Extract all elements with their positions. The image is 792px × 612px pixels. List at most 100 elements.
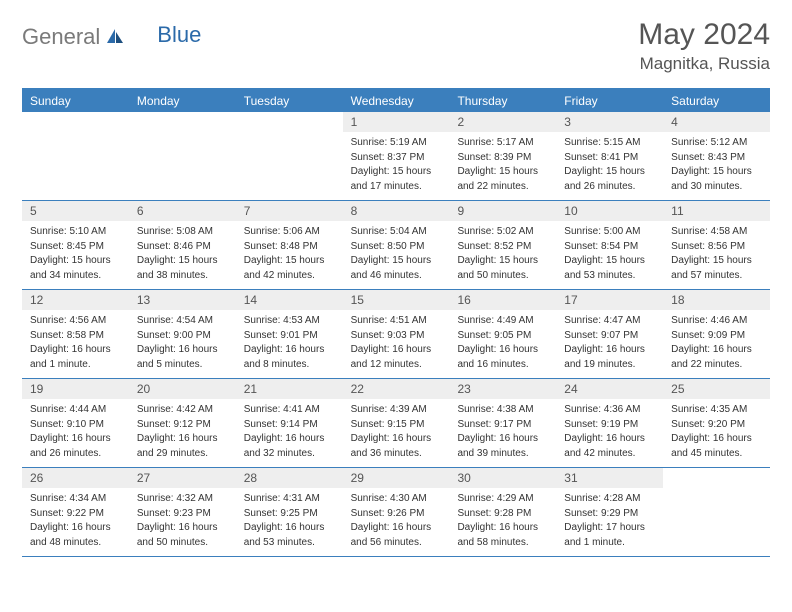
day-content: Sunrise: 4:36 AMSunset: 9:19 PMDaylight:… — [556, 399, 663, 467]
day-cell: 28Sunrise: 4:31 AMSunset: 9:25 PMDayligh… — [236, 468, 343, 556]
day-header: Wednesday — [343, 90, 450, 112]
sunset-text: Sunset: 9:25 PM — [244, 507, 335, 521]
sunrise-text: Sunrise: 4:36 AM — [564, 403, 655, 417]
sunset-text: Sunset: 9:09 PM — [671, 329, 762, 343]
daylight2-text: and 53 minutes. — [564, 269, 655, 283]
daylight2-text: and 22 minutes. — [671, 358, 762, 372]
day-number: 17 — [556, 290, 663, 310]
day-cell: 1Sunrise: 5:19 AMSunset: 8:37 PMDaylight… — [343, 112, 450, 200]
daylight1-text: Daylight: 16 hours — [244, 521, 335, 535]
day-cell: 31Sunrise: 4:28 AMSunset: 9:29 PMDayligh… — [556, 468, 663, 556]
sunset-text: Sunset: 8:39 PM — [457, 151, 548, 165]
day-number: 7 — [236, 201, 343, 221]
sunrise-text: Sunrise: 4:34 AM — [30, 492, 121, 506]
day-number: 16 — [449, 290, 556, 310]
sunset-text: Sunset: 9:01 PM — [244, 329, 335, 343]
sunset-text: Sunset: 9:14 PM — [244, 418, 335, 432]
day-cell: 3Sunrise: 5:15 AMSunset: 8:41 PMDaylight… — [556, 112, 663, 200]
day-cell: 26Sunrise: 4:34 AMSunset: 9:22 PMDayligh… — [22, 468, 129, 556]
day-cell: 19Sunrise: 4:44 AMSunset: 9:10 PMDayligh… — [22, 379, 129, 467]
sunrise-text: Sunrise: 4:58 AM — [671, 225, 762, 239]
day-cell: . — [663, 468, 770, 556]
day-cell: 23Sunrise: 4:38 AMSunset: 9:17 PMDayligh… — [449, 379, 556, 467]
day-content: Sunrise: 4:47 AMSunset: 9:07 PMDaylight:… — [556, 310, 663, 378]
day-content: Sunrise: 5:17 AMSunset: 8:39 PMDaylight:… — [449, 132, 556, 200]
sunset-text: Sunset: 9:29 PM — [564, 507, 655, 521]
day-number: 23 — [449, 379, 556, 399]
daylight1-text: Daylight: 15 hours — [137, 254, 228, 268]
day-cell: 24Sunrise: 4:36 AMSunset: 9:19 PMDayligh… — [556, 379, 663, 467]
day-content: Sunrise: 4:28 AMSunset: 9:29 PMDaylight:… — [556, 488, 663, 556]
sunrise-text: Sunrise: 4:54 AM — [137, 314, 228, 328]
day-number: 18 — [663, 290, 770, 310]
day-number: 11 — [663, 201, 770, 221]
day-cell: 22Sunrise: 4:39 AMSunset: 9:15 PMDayligh… — [343, 379, 450, 467]
sunrise-text: Sunrise: 4:38 AM — [457, 403, 548, 417]
day-number: 29 — [343, 468, 450, 488]
day-number: 22 — [343, 379, 450, 399]
daylight1-text: Daylight: 16 hours — [457, 432, 548, 446]
sunset-text: Sunset: 9:12 PM — [137, 418, 228, 432]
day-content: Sunrise: 4:39 AMSunset: 9:15 PMDaylight:… — [343, 399, 450, 467]
daylight1-text: Daylight: 16 hours — [137, 432, 228, 446]
week-row: 26Sunrise: 4:34 AMSunset: 9:22 PMDayligh… — [22, 468, 770, 557]
sunrise-text: Sunrise: 5:04 AM — [351, 225, 442, 239]
sunrise-text: Sunrise: 4:49 AM — [457, 314, 548, 328]
day-number: 5 — [22, 201, 129, 221]
sunset-text: Sunset: 8:56 PM — [671, 240, 762, 254]
sunrise-text: Sunrise: 4:39 AM — [351, 403, 442, 417]
day-number: 31 — [556, 468, 663, 488]
day-content: Sunrise: 4:32 AMSunset: 9:23 PMDaylight:… — [129, 488, 236, 556]
day-cell: 21Sunrise: 4:41 AMSunset: 9:14 PMDayligh… — [236, 379, 343, 467]
daylight2-text: and 50 minutes. — [457, 269, 548, 283]
sunset-text: Sunset: 9:19 PM — [564, 418, 655, 432]
daylight1-text: Daylight: 15 hours — [457, 165, 548, 179]
daylight1-text: Daylight: 15 hours — [30, 254, 121, 268]
day-cell: 29Sunrise: 4:30 AMSunset: 9:26 PMDayligh… — [343, 468, 450, 556]
daylight2-text: and 42 minutes. — [564, 447, 655, 461]
day-header: Tuesday — [236, 90, 343, 112]
sail-icon — [105, 27, 125, 48]
sunrise-text: Sunrise: 5:15 AM — [564, 136, 655, 150]
day-number: 3 — [556, 112, 663, 132]
daylight2-text: and 34 minutes. — [30, 269, 121, 283]
daylight2-text: and 8 minutes. — [244, 358, 335, 372]
sunrise-text: Sunrise: 4:51 AM — [351, 314, 442, 328]
day-content: Sunrise: 5:06 AMSunset: 8:48 PMDaylight:… — [236, 221, 343, 289]
sunset-text: Sunset: 9:05 PM — [457, 329, 548, 343]
sunset-text: Sunset: 9:03 PM — [351, 329, 442, 343]
daylight2-text: and 56 minutes. — [351, 536, 442, 550]
daylight2-text: and 29 minutes. — [137, 447, 228, 461]
sunrise-text: Sunrise: 5:10 AM — [30, 225, 121, 239]
day-content: Sunrise: 4:30 AMSunset: 9:26 PMDaylight:… — [343, 488, 450, 556]
sunrise-text: Sunrise: 5:06 AM — [244, 225, 335, 239]
day-cell: . — [129, 112, 236, 200]
daylight2-text: and 58 minutes. — [457, 536, 548, 550]
week-row: 19Sunrise: 4:44 AMSunset: 9:10 PMDayligh… — [22, 379, 770, 468]
header: General Blue May 2024 Magnitka, Russia — [22, 18, 770, 74]
sunset-text: Sunset: 8:54 PM — [564, 240, 655, 254]
day-content: Sunrise: 5:19 AMSunset: 8:37 PMDaylight:… — [343, 132, 450, 200]
day-content: Sunrise: 5:10 AMSunset: 8:45 PMDaylight:… — [22, 221, 129, 289]
sunset-text: Sunset: 9:15 PM — [351, 418, 442, 432]
day-content: Sunrise: 4:53 AMSunset: 9:01 PMDaylight:… — [236, 310, 343, 378]
daylight1-text: Daylight: 16 hours — [30, 432, 121, 446]
sunset-text: Sunset: 8:46 PM — [137, 240, 228, 254]
sunrise-text: Sunrise: 4:42 AM — [137, 403, 228, 417]
day-content: Sunrise: 4:44 AMSunset: 9:10 PMDaylight:… — [22, 399, 129, 467]
sunrise-text: Sunrise: 4:44 AM — [30, 403, 121, 417]
sunrise-text: Sunrise: 4:30 AM — [351, 492, 442, 506]
daylight2-text: and 32 minutes. — [244, 447, 335, 461]
day-header: Thursday — [449, 90, 556, 112]
daylight1-text: Daylight: 16 hours — [564, 343, 655, 357]
sunrise-text: Sunrise: 4:35 AM — [671, 403, 762, 417]
day-number: 28 — [236, 468, 343, 488]
day-cell: 15Sunrise: 4:51 AMSunset: 9:03 PMDayligh… — [343, 290, 450, 378]
day-number: 21 — [236, 379, 343, 399]
day-header: Friday — [556, 90, 663, 112]
sunset-text: Sunset: 8:50 PM — [351, 240, 442, 254]
day-content: Sunrise: 4:54 AMSunset: 9:00 PMDaylight:… — [129, 310, 236, 378]
daylight1-text: Daylight: 16 hours — [671, 343, 762, 357]
day-cell: . — [22, 112, 129, 200]
title-block: May 2024 Magnitka, Russia — [638, 18, 770, 74]
